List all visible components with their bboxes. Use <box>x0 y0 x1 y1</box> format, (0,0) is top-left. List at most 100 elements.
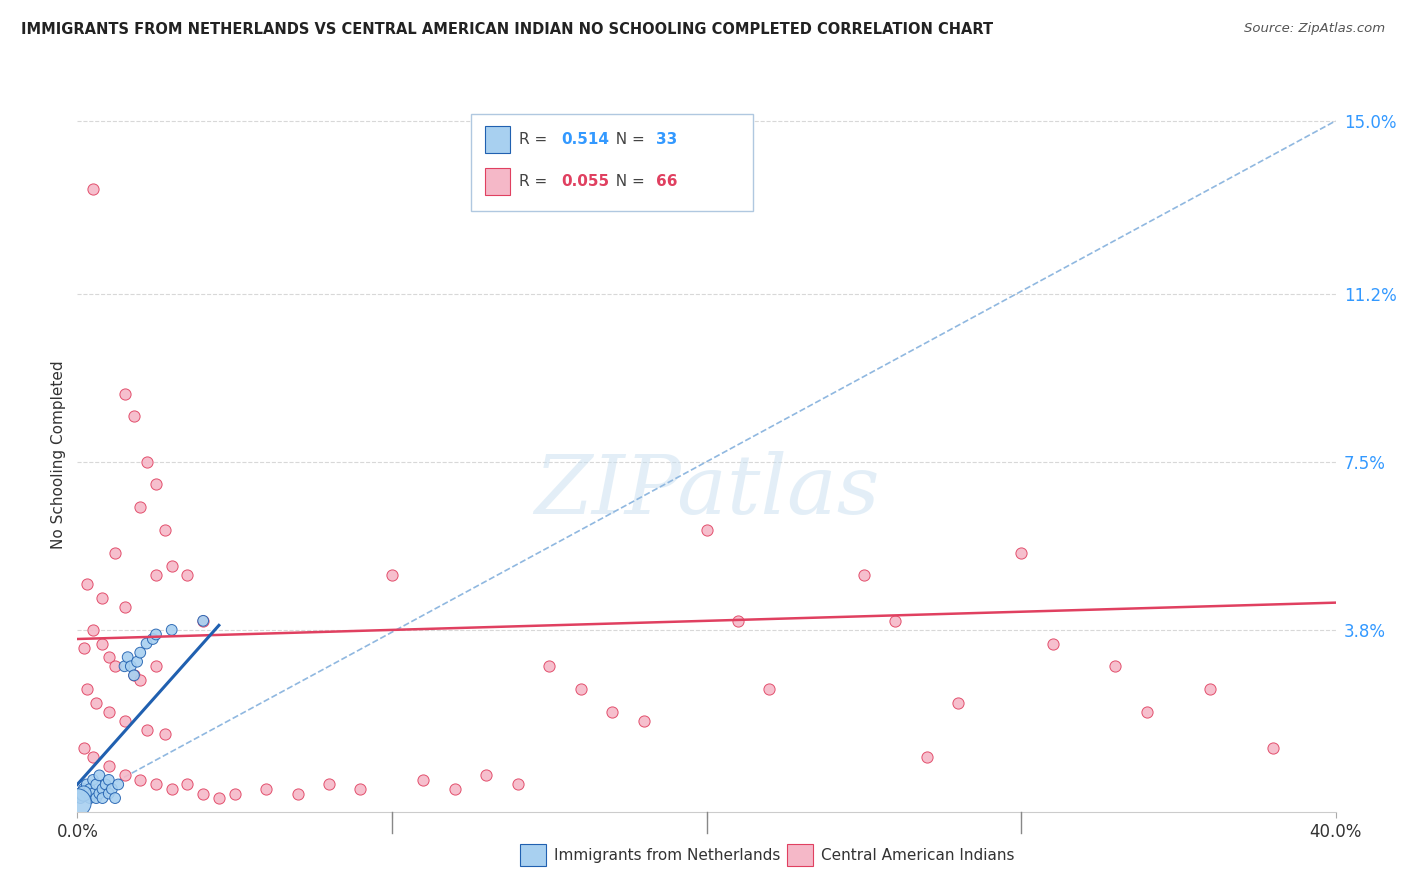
Point <box>107 777 129 791</box>
Point <box>208 791 231 805</box>
Point <box>1010 546 1032 560</box>
Point <box>91 591 114 606</box>
Text: 66: 66 <box>657 174 678 189</box>
Point <box>948 696 970 710</box>
Point <box>66 796 89 810</box>
Point <box>84 777 107 791</box>
Point <box>72 787 94 801</box>
Point <box>91 636 114 650</box>
Point <box>129 673 152 687</box>
Point <box>127 655 149 669</box>
Point <box>82 787 104 801</box>
Text: R =: R = <box>519 132 551 147</box>
Point <box>145 777 167 791</box>
Point <box>349 782 371 797</box>
Point <box>852 568 875 582</box>
Text: 0.055: 0.055 <box>561 174 609 189</box>
Point <box>142 632 165 646</box>
Point <box>145 477 167 491</box>
Point <box>114 714 136 728</box>
Point <box>79 791 101 805</box>
Text: Source: ZipAtlas.com: Source: ZipAtlas.com <box>1244 22 1385 36</box>
Text: 0.514: 0.514 <box>561 132 609 147</box>
Text: N =: N = <box>606 174 650 189</box>
Point <box>538 659 561 673</box>
Point <box>97 759 120 773</box>
Point <box>129 500 152 515</box>
Point <box>76 681 98 696</box>
Point <box>84 791 107 805</box>
Text: IMMIGRANTS FROM NETHERLANDS VS CENTRAL AMERICAN INDIAN NO SCHOOLING COMPLETED CO: IMMIGRANTS FROM NETHERLANDS VS CENTRAL A… <box>21 22 993 37</box>
Text: Central American Indians: Central American Indians <box>821 848 1015 863</box>
Point <box>444 782 467 797</box>
Point <box>104 546 127 560</box>
Point <box>84 696 107 710</box>
Point <box>135 636 157 650</box>
Point <box>145 627 167 641</box>
Text: Immigrants from Netherlands: Immigrants from Netherlands <box>554 848 780 863</box>
Point <box>412 772 434 787</box>
Point <box>82 623 104 637</box>
Point <box>97 650 120 665</box>
Point <box>120 659 142 673</box>
Y-axis label: No Schooling Completed: No Schooling Completed <box>51 360 66 549</box>
Point <box>89 768 111 782</box>
Point <box>727 614 749 628</box>
Point <box>696 523 718 537</box>
Point <box>79 782 101 797</box>
Point <box>117 650 139 665</box>
Point <box>82 772 104 787</box>
Point <box>381 568 404 582</box>
Point <box>287 787 309 801</box>
Point <box>254 782 277 797</box>
Point <box>72 641 94 656</box>
Point <box>97 705 120 719</box>
Point <box>145 568 167 582</box>
Point <box>135 455 157 469</box>
Point <box>129 772 152 787</box>
Point <box>758 681 780 696</box>
Point <box>82 750 104 764</box>
Point <box>82 182 104 196</box>
Point <box>191 614 215 628</box>
Point <box>506 777 529 791</box>
Point <box>1261 741 1284 756</box>
Point <box>76 577 98 591</box>
Point <box>160 559 183 574</box>
Point <box>94 777 117 791</box>
Point <box>1198 681 1220 696</box>
Point <box>884 614 907 628</box>
Point <box>91 791 114 805</box>
Point <box>155 727 177 741</box>
Point <box>97 787 120 801</box>
Point <box>114 768 136 782</box>
Point <box>176 568 198 582</box>
Point <box>145 659 167 673</box>
Point <box>224 787 246 801</box>
Point <box>72 782 94 797</box>
Text: R =: R = <box>519 174 551 189</box>
Point <box>114 386 136 401</box>
Point <box>1104 659 1126 673</box>
Point <box>97 772 120 787</box>
Point <box>69 791 91 805</box>
Text: 33: 33 <box>657 132 678 147</box>
Point <box>475 768 498 782</box>
Point <box>114 600 136 615</box>
Point <box>122 668 145 682</box>
Point <box>104 659 127 673</box>
Point <box>122 409 145 424</box>
Point <box>160 623 183 637</box>
Point <box>915 750 938 764</box>
Point <box>600 705 623 719</box>
Point <box>135 723 157 737</box>
Point <box>104 791 127 805</box>
Point <box>160 782 183 797</box>
Point <box>114 659 136 673</box>
Point <box>155 523 177 537</box>
Point <box>76 777 98 791</box>
Point <box>76 787 98 801</box>
Point <box>176 777 198 791</box>
Point <box>569 681 592 696</box>
Point <box>122 668 145 682</box>
